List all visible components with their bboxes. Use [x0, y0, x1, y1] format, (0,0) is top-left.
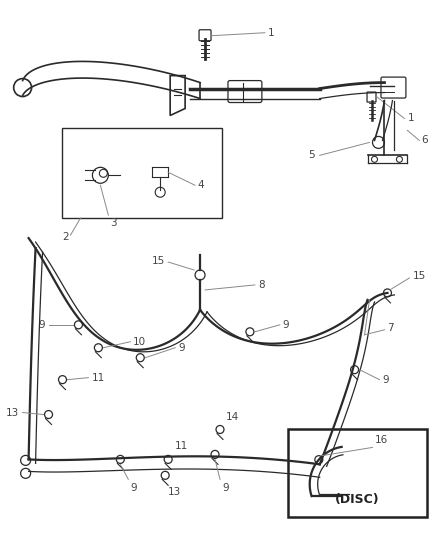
Text: 13: 13: [168, 487, 181, 497]
Text: 6: 6: [421, 135, 428, 146]
Text: 15: 15: [152, 256, 165, 266]
Text: 8: 8: [258, 280, 265, 290]
Text: 3: 3: [110, 218, 117, 228]
Text: 1: 1: [407, 114, 414, 124]
Text: 9: 9: [178, 343, 185, 353]
Text: 5: 5: [308, 150, 314, 160]
Text: 10: 10: [133, 337, 146, 347]
Text: 4: 4: [197, 180, 204, 190]
Text: 7: 7: [388, 323, 394, 333]
Text: (DISC): (DISC): [335, 493, 380, 506]
FancyBboxPatch shape: [381, 77, 406, 98]
Bar: [63, 128, 222, 218]
FancyBboxPatch shape: [367, 92, 376, 102]
Text: 9: 9: [130, 483, 137, 494]
Text: 11: 11: [175, 441, 188, 451]
FancyBboxPatch shape: [228, 80, 262, 102]
Text: 9: 9: [222, 483, 229, 494]
FancyBboxPatch shape: [199, 30, 211, 41]
Text: 15: 15: [413, 271, 426, 281]
Text: 16: 16: [374, 435, 388, 446]
Bar: [288, 430, 427, 517]
Text: 9: 9: [382, 375, 389, 385]
Text: 9: 9: [38, 320, 45, 330]
Text: 13: 13: [5, 408, 19, 417]
Text: 1: 1: [268, 28, 275, 38]
Text: 14: 14: [226, 411, 239, 422]
Text: 11: 11: [92, 373, 105, 383]
Text: 2: 2: [62, 232, 68, 242]
Text: 9: 9: [283, 320, 290, 330]
